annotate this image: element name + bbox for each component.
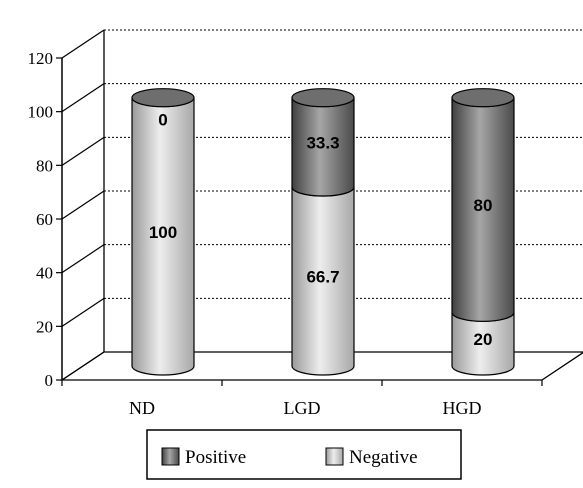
y-tick-label: 120 xyxy=(28,49,54,68)
bar-top-cap-hgd xyxy=(451,88,515,108)
axes-frame xyxy=(56,29,583,386)
y-tick-label: 40 xyxy=(36,264,53,283)
side-wall-line xyxy=(61,190,105,220)
data-label-negative-hgd: 20 xyxy=(474,330,493,349)
x-tick-labels: ND LGD HGD xyxy=(129,398,482,418)
data-label-positive-nd: 0 xyxy=(158,111,167,130)
x-tick-label-hgd: HGD xyxy=(443,398,482,418)
side-wall-line xyxy=(61,244,105,274)
y-tick-label: 0 xyxy=(45,371,54,390)
side-wall-line xyxy=(61,29,105,59)
y-tick-label: 60 xyxy=(36,210,53,229)
legend-label-negative: Negative xyxy=(349,447,418,468)
data-label-negative-nd: 100 xyxy=(149,223,177,242)
legend-label-positive: Positive xyxy=(185,447,246,468)
data-label-positive-lgd: 33.3 xyxy=(306,133,339,152)
legend-swatch-negative xyxy=(325,447,344,466)
legend-swatch-positive xyxy=(161,447,180,466)
y-tick-labels: 0 20 40 60 80 100 120 xyxy=(28,49,54,390)
bar-top-cap-lgd xyxy=(291,88,355,108)
y-tick-label: 100 xyxy=(28,103,54,122)
data-label-positive-hgd: 80 xyxy=(474,196,493,215)
side-wall-line xyxy=(61,351,105,381)
bar-top-cap-nd xyxy=(131,88,195,108)
bar-stack-nd: 100 0 xyxy=(131,88,195,376)
x-tick-label-nd: ND xyxy=(129,398,155,418)
bar-stack-lgd: 66.7 33.3 xyxy=(291,88,355,376)
data-label-negative-lgd: 66.7 xyxy=(306,268,339,287)
side-wall-line xyxy=(61,136,105,166)
x-tick-label-lgd: LGD xyxy=(284,398,321,418)
side-wall-line xyxy=(61,297,105,327)
legend: Positive Negative xyxy=(146,429,462,480)
legend-box xyxy=(146,429,462,480)
y-tick-label: 80 xyxy=(36,156,53,175)
side-wall-line xyxy=(61,83,105,113)
y-tick-label: 20 xyxy=(36,317,53,336)
